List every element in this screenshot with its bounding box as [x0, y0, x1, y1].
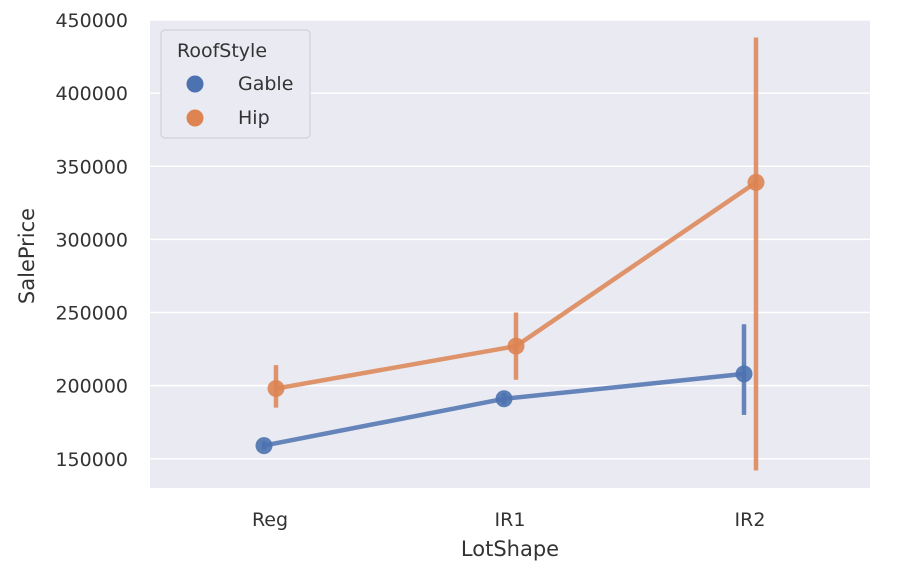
- y-tick-label: 350000: [55, 156, 128, 178]
- series-gable: [255, 324, 753, 455]
- legend-title: RoofStyle: [177, 40, 267, 62]
- data-point: [495, 390, 513, 408]
- series-layer: [255, 37, 765, 471]
- y-tick-label: 300000: [55, 229, 128, 251]
- data-point: [735, 365, 753, 383]
- x-tick-label: IR1: [495, 509, 526, 531]
- x-tick-label: IR2: [735, 509, 766, 531]
- x-tick-labels: Reg IR1 IR2: [252, 509, 766, 531]
- data-point: [507, 337, 525, 355]
- y-tick-label: 200000: [55, 376, 128, 398]
- y-tick-label: 250000: [55, 303, 128, 325]
- legend-marker: [186, 75, 204, 93]
- x-tick-label: Reg: [252, 509, 288, 531]
- legend: RoofStyle Gable Hip: [160, 29, 311, 139]
- data-point: [747, 173, 765, 191]
- legend-label: Gable: [238, 73, 293, 95]
- data-point: [255, 437, 273, 455]
- y-tick-labels: 150000 200000 250000 300000 350000 400000 4500…: [55, 10, 128, 471]
- y-axis-label: SalePrice: [15, 208, 39, 304]
- y-tick-label: 400000: [55, 83, 128, 105]
- y-tick-label: 450000: [55, 10, 128, 32]
- legend-label: Hip: [238, 107, 270, 129]
- series-hip: [267, 37, 765, 471]
- y-tick-label: 150000: [55, 449, 128, 471]
- legend-marker: [186, 109, 204, 127]
- x-axis-label: LotShape: [461, 537, 559, 561]
- data-point: [267, 380, 285, 398]
